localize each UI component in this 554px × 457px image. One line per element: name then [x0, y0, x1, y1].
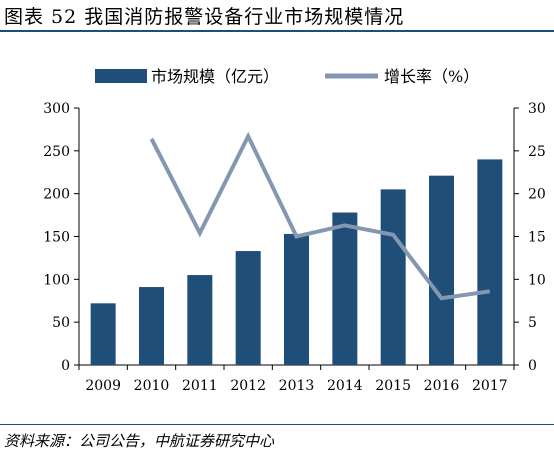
left-tick-label: 0 [61, 358, 70, 374]
left-tick-label: 150 [43, 230, 70, 246]
bar [332, 212, 358, 365]
x-tick-label: 2016 [424, 378, 460, 394]
source-note: 资料来源：公司公告，中航证券研究中心 [4, 432, 275, 450]
x-tick-label: 2011 [182, 378, 218, 394]
bar [380, 189, 406, 365]
left-tick-label: 50 [52, 315, 70, 331]
chart: 0 50 100 150 200 250 300 0 5 10 15 20 25 30 2009 2010 20… [43, 67, 546, 394]
bar [284, 233, 309, 365]
bar [477, 159, 503, 365]
bar [139, 287, 164, 365]
left-tick-label: 250 [43, 144, 70, 160]
bar [235, 251, 261, 365]
line-series [149, 131, 491, 301]
right-tick-label: 0 [528, 358, 537, 374]
legend-bar-label: 市场规模（亿元） [151, 67, 279, 86]
legend-line-label: 增长率（%） [384, 67, 479, 86]
legend: 市场规模（亿元） 增长率（%） [95, 67, 479, 86]
left-tick-label: 100 [43, 272, 70, 288]
growth-line [149, 131, 491, 301]
left-tick-label: 300 [43, 101, 70, 117]
x-tick-label: 2013 [279, 378, 315, 394]
chart-title: 图表 52 我国消防报警设备行业市场规模情况 [4, 6, 405, 28]
bar [429, 175, 454, 365]
bar-series [90, 159, 503, 365]
right-tick-label: 5 [528, 315, 537, 331]
x-tick-label: 2014 [327, 378, 363, 394]
right-tick-label: 25 [528, 144, 546, 160]
right-tick-label: 30 [528, 101, 546, 117]
axes: 0 50 100 150 200 250 300 0 5 10 15 20 25 30 2009 2010 20… [43, 101, 546, 394]
bar [187, 275, 213, 365]
x-tick-label: 2012 [230, 378, 266, 394]
x-tick-label: 2010 [134, 378, 170, 394]
bar [90, 303, 116, 365]
legend-bar-swatch [95, 69, 147, 83]
right-tick-label: 20 [528, 187, 546, 203]
source-rule [0, 424, 554, 425]
x-tick-label: 2015 [375, 378, 411, 394]
right-tick-label: 15 [528, 230, 546, 246]
right-tick-label: 10 [528, 272, 546, 288]
title-rule [0, 30, 554, 32]
left-tick-label: 200 [43, 187, 70, 203]
x-tick-label: 2017 [472, 378, 508, 394]
x-tick-label: 2009 [85, 378, 121, 394]
